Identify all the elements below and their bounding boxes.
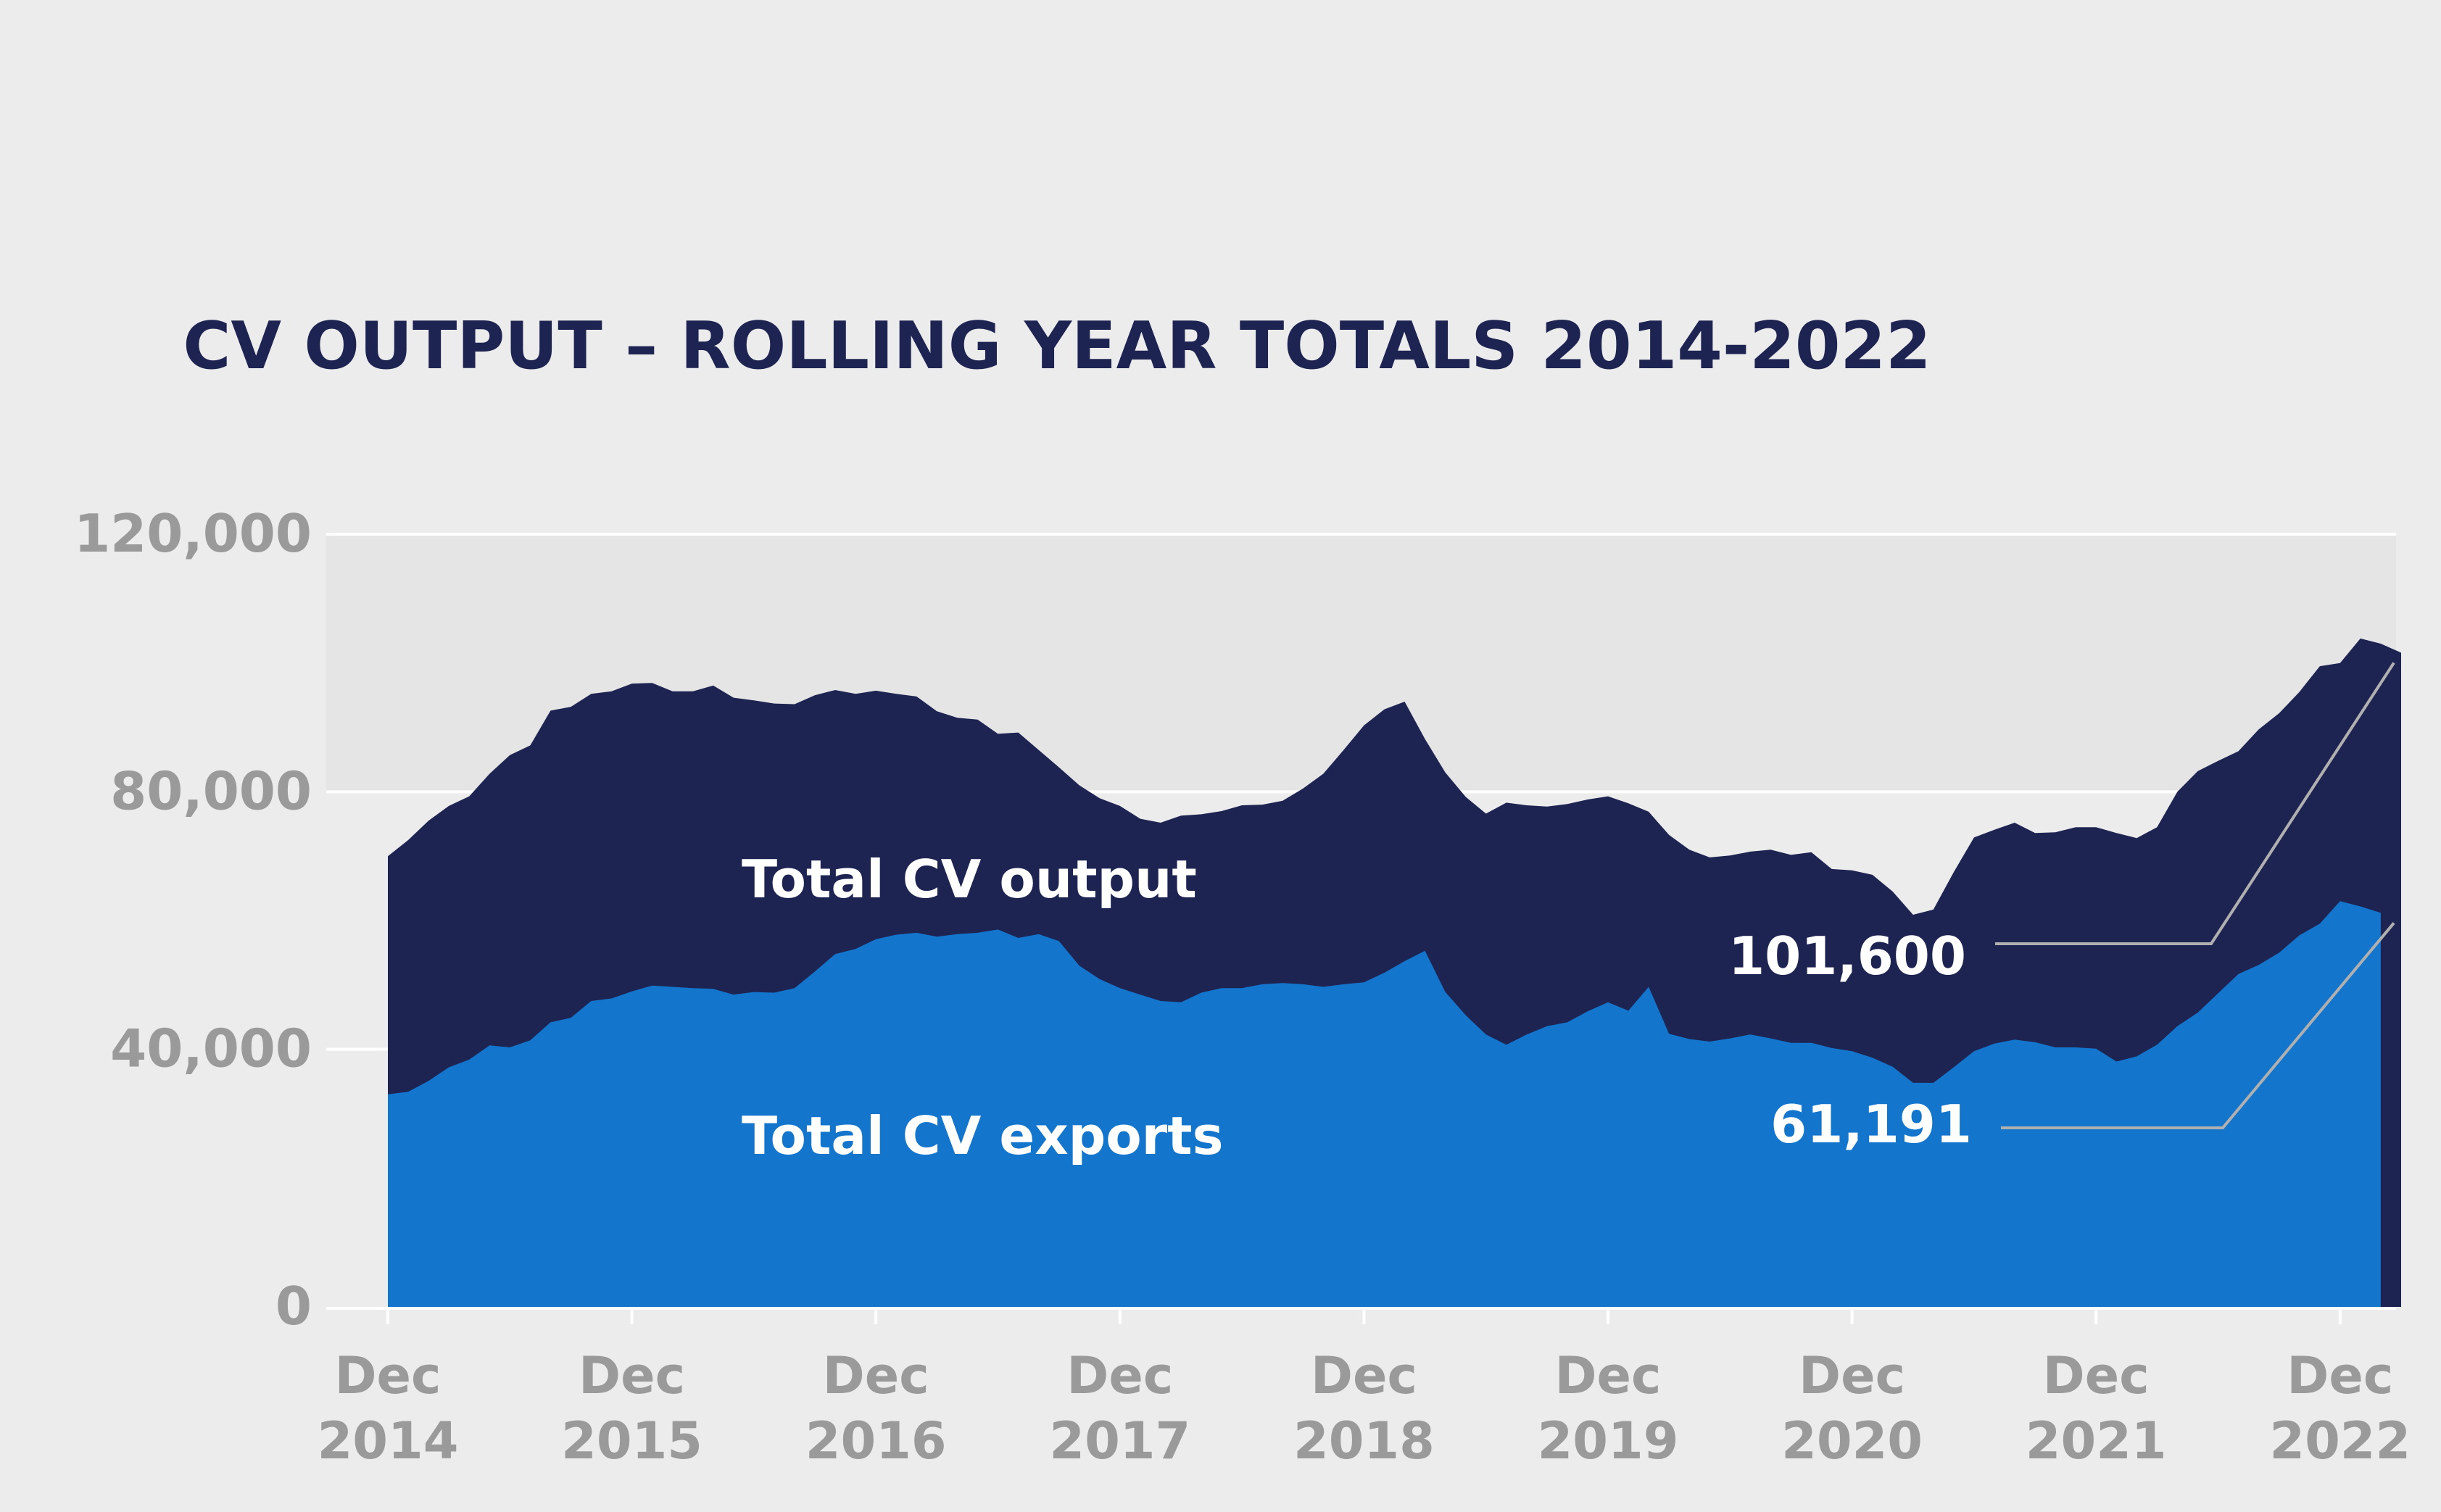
chart-title: CV OUTPUT – ROLLING YEAR TOTALS 2014-202… (183, 308, 1931, 384)
x-tick-label-year: 2015 (561, 1411, 703, 1471)
x-tick-label-month: Dec (579, 1346, 685, 1405)
x-tick-label-year: 2017 (1049, 1411, 1190, 1471)
output-area-label: Total CV output (742, 849, 1197, 910)
end-labels: 101,600 61,191 (1728, 662, 2395, 1155)
x-tick-label-month: Dec (823, 1346, 929, 1405)
y-tick-label: 0 (275, 1276, 312, 1337)
x-tick-label-year: 2014 (318, 1411, 459, 1471)
x-tick-label-year: 2016 (805, 1411, 947, 1471)
leader-line-exports (2001, 922, 2395, 1129)
x-tick-label-year: 2019 (1538, 1411, 1679, 1471)
y-tick-label: 120,000 (74, 503, 312, 564)
x-tick-label-month: Dec (2287, 1346, 2393, 1405)
end-value-label-output: 101,600 (1728, 926, 1966, 986)
leader-line-output (1995, 662, 2395, 945)
x-tick-label-year: 2018 (1293, 1411, 1435, 1471)
x-tick-label-month: Dec (1554, 1346, 1661, 1405)
x-tick-label-year: 2022 (2269, 1411, 2411, 1471)
x-tick-label-month: Dec (1311, 1346, 1417, 1405)
x-tick-label-year: 2020 (1781, 1411, 1923, 1471)
y-tick-label: 40,000 (110, 1018, 312, 1079)
plot-area (326, 533, 2401, 1310)
end-value-label-exports: 61,191 (1770, 1094, 1972, 1155)
series-exports-area (388, 901, 2381, 1307)
exports-area-label: Total CV exports (742, 1105, 1223, 1166)
x-axis: Dec 2014 Dec 2015 Dec 2016 Dec 2017 Dec 2018 Dec 20… (318, 1308, 2411, 1471)
y-axis: 0 40,000 80,000 120,000 (74, 503, 312, 1337)
x-tick-label-month: Dec (1066, 1346, 1173, 1405)
x-tick-label-month: Dec (1799, 1346, 1905, 1405)
x-tick-label-year: 2021 (2026, 1411, 2167, 1471)
x-tick-label-month: Dec (2043, 1346, 2150, 1405)
x-tick-label-month: Dec (334, 1346, 441, 1405)
y-tick-label: 80,000 (110, 760, 312, 821)
